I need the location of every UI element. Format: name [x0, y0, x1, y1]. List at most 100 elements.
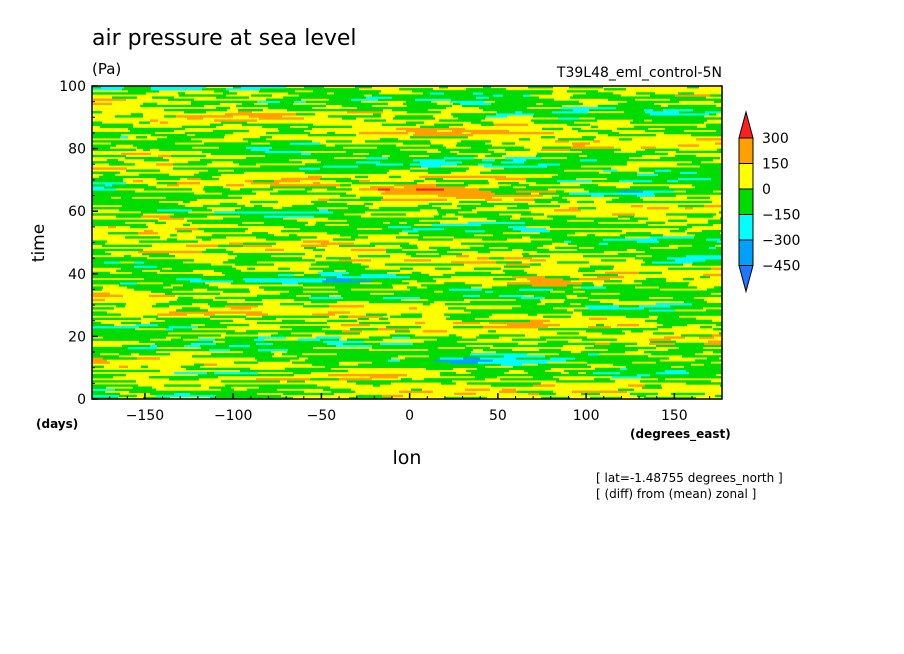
heatmap-cell — [466, 88, 483, 91]
heatmap-cell — [128, 142, 158, 145]
heatmap-cell — [142, 252, 169, 256]
heatmap-cell — [643, 259, 653, 262]
heatmap-cell — [342, 117, 356, 120]
heatmap-cell — [678, 177, 711, 181]
note-latitude: [ lat=-1.48755 degrees_north ] — [596, 471, 783, 485]
heatmap-cell — [351, 108, 383, 112]
heatmap-cell — [423, 92, 430, 95]
heatmap-cell — [229, 242, 243, 245]
heatmap-cell — [677, 292, 690, 295]
heatmap-cell — [245, 346, 262, 350]
heatmap-cell — [626, 98, 635, 101]
heatmap-cell — [145, 204, 158, 208]
heatmap-cell — [361, 102, 388, 106]
heatmap-cell — [149, 376, 183, 379]
heatmap-cell — [254, 169, 279, 172]
heatmap-cell — [629, 311, 649, 314]
heatmap-cell — [645, 250, 663, 254]
heatmap-cell — [582, 338, 617, 341]
heatmap-cell — [319, 209, 328, 212]
heatmap-cell — [706, 125, 714, 129]
heatmap-cell — [700, 275, 710, 279]
heatmap-cell — [198, 325, 209, 329]
heatmap-cell — [632, 288, 660, 291]
heatmap-cell — [463, 357, 471, 360]
heatmap-cell — [293, 280, 322, 283]
heatmap-cell — [674, 121, 704, 124]
heatmap-cell — [566, 171, 582, 174]
heatmap-cell — [679, 131, 705, 135]
heatmap-cell — [174, 213, 200, 216]
heatmap-cell — [527, 163, 538, 166]
heatmap-cell — [644, 173, 658, 177]
heatmap-cell — [328, 115, 345, 118]
heatmap-cell — [251, 181, 279, 185]
heatmap-cell — [527, 277, 563, 281]
heatmap-cell — [144, 159, 169, 162]
heatmap-cell — [408, 232, 419, 235]
heatmap-cell — [317, 282, 326, 285]
heatmap-cell — [689, 313, 714, 316]
heatmap-cell — [221, 388, 234, 391]
heatmap-cell — [443, 380, 452, 383]
heatmap-cell — [565, 290, 573, 293]
heatmap-cell — [190, 392, 204, 396]
heatmap-cell — [372, 342, 380, 346]
heatmap-cell — [325, 332, 345, 335]
heatmap-cell — [595, 367, 620, 371]
heatmap-cell — [615, 290, 627, 293]
heatmap-cell — [692, 303, 705, 306]
heatmap-cell — [465, 119, 481, 122]
heatmap-cell — [339, 259, 371, 262]
heatmap-cell — [366, 313, 387, 316]
heatmap-cell — [209, 348, 230, 352]
heatmap-cell — [216, 394, 231, 398]
heatmap-cell — [121, 175, 151, 179]
heatmap-cell — [596, 369, 631, 373]
heatmap-cell — [504, 227, 513, 231]
heatmap-cell — [92, 396, 118, 400]
heatmap-cell — [104, 102, 112, 106]
heatmap-cell — [631, 346, 656, 350]
heatmap-cell — [406, 252, 416, 256]
heatmap-cell — [253, 179, 274, 183]
heatmap-cell — [390, 229, 402, 233]
heatmap-cell — [460, 363, 467, 366]
heatmap-cell — [323, 88, 359, 91]
heatmap-cell — [501, 363, 522, 366]
heatmap-cell — [314, 215, 339, 218]
heatmap-cell — [107, 265, 134, 268]
heatmap-cell — [429, 246, 450, 250]
heatmap-cell — [122, 344, 150, 348]
heatmap-cell — [524, 204, 560, 208]
heatmap-cell — [92, 365, 104, 368]
heatmap-cell — [280, 303, 304, 306]
heatmap-cell — [230, 367, 250, 371]
heatmap-cell — [401, 313, 422, 316]
heatmap-cell — [499, 390, 517, 394]
heatmap-cell — [166, 323, 191, 327]
heatmap-cell — [453, 102, 460, 106]
heatmap-cell — [673, 296, 685, 300]
heatmap-cell — [374, 277, 409, 281]
heatmap-cell — [202, 250, 233, 254]
heatmap-cell — [522, 111, 539, 114]
heatmap-cell — [345, 232, 359, 235]
heatmap-cell — [368, 223, 395, 227]
heatmap-cell — [654, 369, 665, 373]
heatmap-cell — [215, 338, 226, 341]
heatmap-cell — [420, 125, 449, 129]
heatmap-cell — [229, 390, 244, 394]
heatmap-cell — [184, 111, 206, 114]
heatmap-cell — [141, 215, 170, 218]
heatmap-cell — [582, 115, 595, 118]
heatmap-cell — [517, 161, 524, 164]
heatmap-cell — [651, 159, 679, 162]
note-diff: [ (diff) from (mean) zonal ] — [596, 487, 756, 501]
heatmap-cell — [543, 102, 575, 106]
heatmap-cell — [224, 152, 233, 156]
heatmap-cell — [536, 181, 560, 185]
heatmap-cell — [712, 108, 722, 112]
heatmap-cell — [260, 213, 267, 216]
heatmap-cell — [411, 255, 441, 258]
